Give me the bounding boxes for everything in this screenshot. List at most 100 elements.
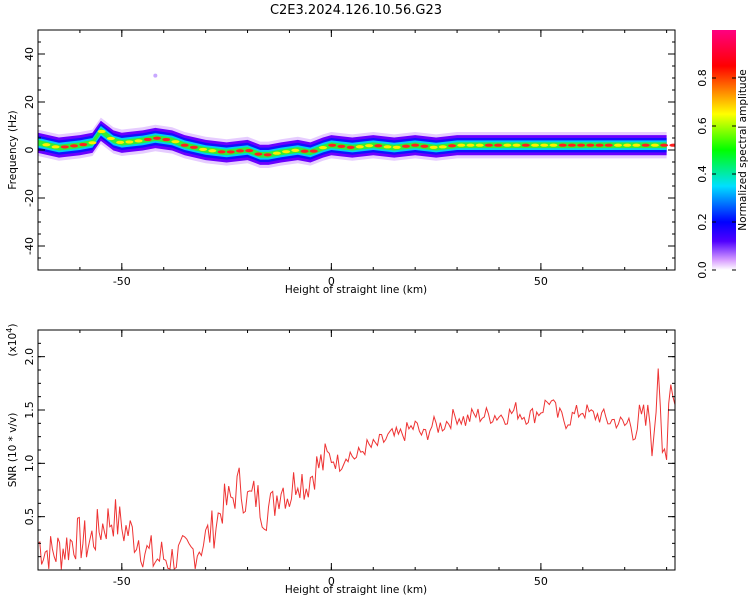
ridge-core-blob: [374, 144, 383, 148]
snr-y-label: SNR (10 * v/v): [7, 413, 19, 488]
y-tick-label: 20: [23, 95, 36, 109]
ridge-core-blob: [171, 140, 180, 144]
colorbar-ticks: 0.0 0.2 0.4 0.6 0.8: [696, 69, 736, 279]
ridge-core-blob: [503, 143, 512, 147]
colorbar: 0.0 0.2 0.4 0.6 0.8 Normalized spectral ampl…: [696, 30, 749, 279]
snr-ticks: -50 0 50 0.5 1.0 1.5 2.0: [23, 329, 675, 588]
y-tick-label: 1.5: [23, 401, 36, 419]
x-tick-label: -50: [113, 275, 131, 288]
colorbar-tick-label: 0.2: [696, 213, 709, 231]
ridge-core-blob: [438, 145, 447, 149]
ridge-core-blob: [300, 149, 309, 153]
ridge-core-blob: [457, 143, 466, 147]
snr-multiplier: (x104): [5, 324, 19, 357]
ridge-core-blob: [272, 151, 281, 155]
ridge-core-blob: [466, 143, 475, 147]
spectrogram-y-label: Frequency (Hz): [7, 110, 19, 189]
snr-x-label: Height of straight line (km): [285, 584, 427, 596]
ridge-core-blob: [484, 143, 493, 147]
ridge-core-blob: [226, 150, 235, 154]
ridge-core-blob: [291, 148, 300, 152]
y-tick-label: 0.5: [23, 508, 36, 526]
ridge-core-blob: [309, 149, 318, 153]
ridge-core-blob: [632, 143, 641, 147]
ridge-core-blob: [429, 145, 438, 149]
colorbar-gradient: [712, 30, 736, 270]
ridge-core-blob: [134, 139, 143, 143]
ridge-core-blob: [346, 145, 355, 150]
ridge-core-blob: [577, 143, 586, 147]
ridge-core-blob: [51, 145, 60, 149]
ridge-core-blob: [180, 143, 189, 147]
ridge-core-blob: [558, 143, 567, 147]
ridge-core-blob: [263, 153, 272, 157]
ridge-core-blob: [448, 144, 457, 148]
chart-title: C2E3.2024.126.10.56.G23: [270, 3, 442, 18]
ridge-core-blob: [143, 137, 152, 142]
ridge-core-blob: [328, 143, 337, 147]
ridge-core-blob: [567, 143, 576, 147]
x-tick-label: 50: [534, 575, 548, 588]
ridge-core-blob: [189, 145, 198, 149]
ridge-core-blob: [401, 144, 410, 148]
ridge-core-blob: [355, 145, 364, 149]
y-tick-label: 0: [23, 147, 36, 154]
y-tick-label: 1.0: [23, 455, 36, 473]
colorbar-tick-label: 0.8: [696, 69, 709, 87]
ridge-core-blob: [162, 137, 171, 142]
spectrogram-outlier-dot: [153, 73, 158, 78]
ridge-core-blob: [116, 140, 125, 144]
spectrogram-ticks: -50 0 50 -40 -20 0 20 40: [23, 29, 675, 288]
ridge-core-blob: [318, 146, 327, 150]
ridge-core-blob: [383, 145, 392, 149]
ridge-core-blob: [549, 143, 558, 147]
ridge-core-blob: [42, 143, 51, 147]
ridge-core-blob: [282, 150, 291, 154]
ridge-core-blob: [494, 143, 503, 147]
y-tick-label: 2.0: [23, 348, 36, 366]
x-tick-label: 50: [534, 275, 548, 288]
colorbar-tick-label: 0.6: [696, 117, 709, 135]
snr-series-line: [38, 368, 675, 570]
ridge-core-blob: [614, 143, 623, 147]
ridge-core-blob: [217, 150, 226, 154]
y-tick-label: 40: [23, 47, 36, 61]
ridge-core-blob: [669, 143, 675, 147]
ridge-core-blob: [254, 152, 263, 156]
ridge-core-blob: [521, 143, 530, 147]
ridge-core-blob: [199, 147, 208, 152]
ridge-band-green: [38, 127, 667, 158]
ridge-core-blob: [392, 145, 401, 149]
ridge-core-blob: [70, 144, 79, 148]
ridge-core-blob: [650, 143, 659, 147]
ridge-core-blob: [337, 144, 346, 148]
spectrogram-panel: -50 0 50 -40 -20 0 20 40 Height of straight lin…: [7, 29, 676, 296]
ridge-core-blob: [60, 145, 69, 149]
ridge-core-blob: [641, 143, 650, 147]
snr-frame: [37, 329, 676, 571]
snr-panel: -50 0 50 0.5 1.0 1.5 2.0 Height of straight li…: [5, 324, 676, 596]
ridge-core-blob: [106, 136, 115, 141]
ridge-band-cyan: [38, 126, 667, 160]
x-tick-label: 0: [328, 575, 335, 588]
ridge-core-blob: [235, 149, 244, 153]
ridge-core-blob: [125, 140, 134, 144]
ridge-core-blob: [604, 143, 613, 147]
colorbar-label: Normalized spectral amplitude: [737, 69, 749, 230]
ridge-core-blob: [660, 143, 669, 147]
ridge-core-blob: [475, 143, 484, 147]
ridge-core-blob: [79, 142, 88, 147]
ridge-core-blob: [531, 143, 540, 147]
ridge-core-blob: [245, 149, 254, 153]
ridge-core-blob: [540, 143, 549, 147]
ridge-core-blob: [365, 144, 374, 148]
spectrogram-x-label: Height of straight line (km): [285, 284, 427, 296]
ridge-core-blob: [208, 149, 217, 153]
colorbar-tick-label: 0.4: [696, 165, 709, 183]
ridge-core-blob: [512, 143, 521, 147]
ridge-core-blob: [153, 136, 162, 140]
heatmap-ridge: [38, 73, 675, 168]
y-tick-label: -20: [23, 189, 36, 207]
ridge-core-blob: [97, 129, 106, 134]
